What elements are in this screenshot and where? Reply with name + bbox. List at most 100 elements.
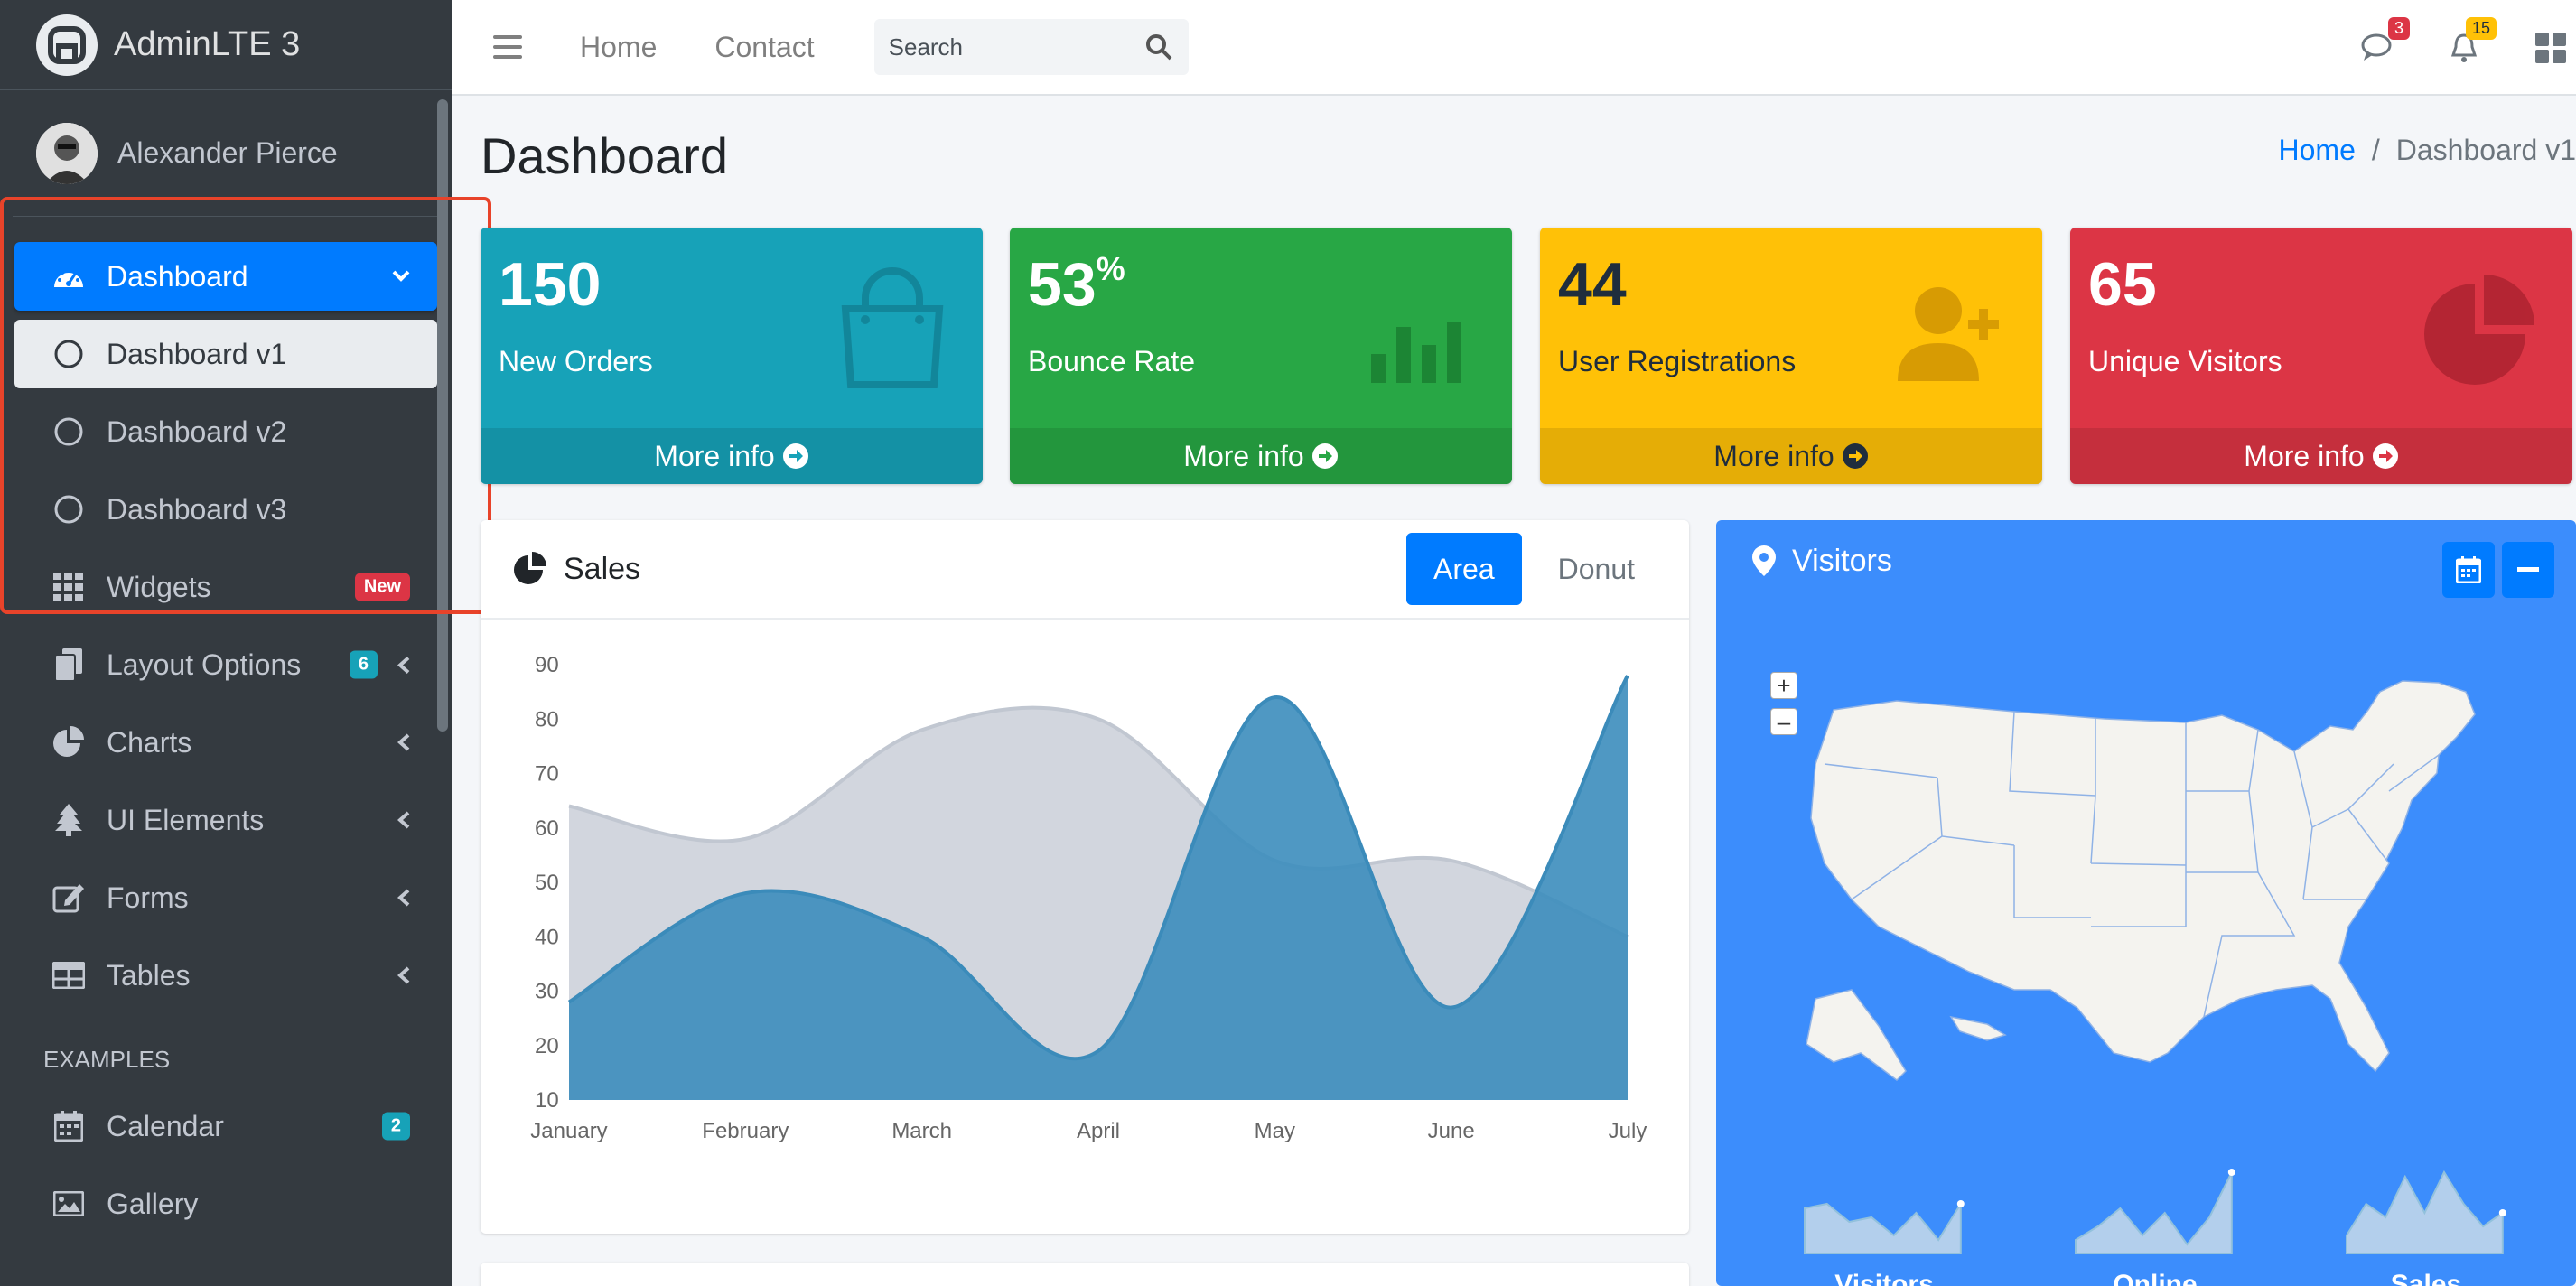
map-zoom-in-button[interactable]: + xyxy=(1770,672,1797,699)
chart-pie-icon xyxy=(51,724,87,760)
brand-link[interactable]: AdminLTE 3 xyxy=(0,0,452,90)
sidebar-item-layout-options[interactable]: Layout Options 6 xyxy=(14,630,437,699)
pie-chart-icon xyxy=(2424,275,2534,385)
minus-icon xyxy=(2517,567,2539,572)
sidebar-item-dashboard-v3[interactable]: Dashboard v3 xyxy=(14,475,437,544)
collapse-button[interactable] xyxy=(2502,542,2554,598)
y-tick-label: 20 xyxy=(535,1034,559,1058)
count-badge: 6 xyxy=(349,650,378,679)
top-navbar: Home Contact 3 15 xyxy=(452,0,2576,96)
calendar-icon xyxy=(51,1108,87,1144)
sidebar-item-charts[interactable]: Charts xyxy=(14,708,437,777)
sparkline-area xyxy=(2346,1170,2504,1254)
sidebar-item-widgets[interactable]: Widgets New xyxy=(14,553,437,621)
chevron-left-icon xyxy=(397,811,410,829)
circle-icon xyxy=(51,414,87,450)
sidebar-item-forms[interactable]: Forms xyxy=(14,863,437,932)
chevron-left-icon xyxy=(397,656,410,674)
nav-link-home[interactable]: Home xyxy=(580,30,658,63)
sidebar-item-tables[interactable]: Tables xyxy=(14,941,437,1010)
stat-value: 150 xyxy=(499,250,602,319)
bar-chart-icon xyxy=(1371,322,1461,383)
more-info-link[interactable]: More info xyxy=(1540,428,2042,484)
messages-dropdown[interactable]: 3 xyxy=(2359,17,2410,66)
notifications-count-badge: 15 xyxy=(2465,17,2497,40)
sidebar-section-header: EXAMPLES xyxy=(43,1046,171,1073)
breadcrumb-current: Dashboard v1 xyxy=(2395,134,2576,166)
sparkline-end-point xyxy=(2498,1209,2506,1216)
user-panel[interactable]: Alexander Pierce xyxy=(13,90,437,217)
chevron-left-icon xyxy=(397,733,410,751)
tab-area[interactable]: Area xyxy=(1406,533,1522,605)
nav-link-contact[interactable]: Contact xyxy=(714,30,815,63)
stat-box-user-registrations: 44 User Registrations More info xyxy=(1540,228,2042,484)
copy-icon xyxy=(51,647,87,683)
tab-donut[interactable]: Donut xyxy=(1557,552,1635,585)
map-zoom-out-button[interactable]: – xyxy=(1770,708,1797,735)
sidebar-item-ui-elements[interactable]: UI Elements xyxy=(14,786,437,854)
user-plus-icon xyxy=(1898,287,1999,381)
control-sidebar-toggle[interactable] xyxy=(2533,30,2569,66)
card-title: Visitors xyxy=(1792,543,1892,578)
sidebar-item-gallery[interactable]: Gallery xyxy=(14,1170,437,1238)
x-tick-label: February xyxy=(702,1119,789,1143)
x-tick-label: April xyxy=(1077,1119,1120,1143)
sidebar-item-label: Widgets xyxy=(107,570,211,603)
next-card xyxy=(481,1263,1689,1286)
map-marker-icon xyxy=(1752,545,1776,576)
sidebar-item-label: UI Elements xyxy=(107,803,265,836)
menu-toggle-icon[interactable] xyxy=(493,35,522,59)
series-area-1 xyxy=(569,676,1628,1100)
sidebar-item-dashboard-v1[interactable]: Dashboard v1 xyxy=(14,320,437,388)
table-icon xyxy=(51,957,87,993)
notifications-dropdown[interactable]: 15 xyxy=(2446,17,2497,66)
th-large-icon xyxy=(2535,33,2566,63)
sidebar-item-label: Layout Options xyxy=(107,648,302,681)
series-line-1 xyxy=(567,675,1629,1061)
sidebar-menu: Dashboard Dashboard v1 Dashboard v2 Dash… xyxy=(14,242,437,1247)
date-range-button[interactable] xyxy=(2442,542,2495,598)
series-line-0 xyxy=(568,705,1629,939)
sparkline-sales xyxy=(2346,1170,2506,1254)
new-badge: New xyxy=(354,573,410,601)
visitors-card: Visitors + – Visitors Online Sales xyxy=(1716,520,2576,1286)
stat-box-unique-visitors: 65 Unique Visitors More info xyxy=(2070,228,2572,484)
sidebar-scrollbar[interactable] xyxy=(437,99,448,732)
count-badge: 2 xyxy=(381,1112,410,1141)
page-title: Dashboard xyxy=(481,127,728,184)
tachometer-icon xyxy=(51,258,87,294)
sparkline-label: Online xyxy=(2113,1270,2198,1286)
sparkline-visitors xyxy=(1804,1200,1965,1254)
stat-box-bounce-rate: 53% Bounce Rate More info xyxy=(1010,228,1512,484)
shopping-bag-icon xyxy=(841,267,944,388)
breadcrumb-home-link[interactable]: Home xyxy=(2278,134,2356,166)
breadcrumb-separator: / xyxy=(2371,134,2380,166)
search-input[interactable] xyxy=(888,33,1115,61)
sales-area-chart: 10 20 30 40 50 60 70 80 90 January February March Ap… xyxy=(530,653,1647,1143)
sparkline-area xyxy=(2075,1171,2233,1254)
stat-value: 65 xyxy=(2088,250,2157,319)
calendar-icon xyxy=(2456,556,2481,583)
arrow-circle-right-icon xyxy=(782,443,808,469)
y-tick-label: 80 xyxy=(535,707,559,732)
comments-icon xyxy=(2361,33,2392,61)
sidebar-item-dashboard[interactable]: Dashboard xyxy=(14,242,437,311)
sparkline-online xyxy=(2075,1169,2235,1254)
chart-pie-icon xyxy=(514,552,546,584)
sparkline-label: Sales xyxy=(2390,1270,2462,1286)
sidebar-item-calendar[interactable]: Calendar 2 xyxy=(14,1092,437,1160)
more-info-link[interactable]: More info xyxy=(1010,428,1512,484)
sidebar-item-label: Dashboard v1 xyxy=(107,337,287,370)
sparkline-area xyxy=(1804,1200,1962,1254)
sidebar-item-label: Calendar xyxy=(107,1109,224,1142)
user-name[interactable]: Alexander Pierce xyxy=(117,136,338,169)
more-info-link[interactable]: More info xyxy=(481,428,983,484)
search-icon[interactable] xyxy=(1145,33,1172,61)
more-info-link[interactable]: More info xyxy=(2070,428,2572,484)
sidebar-item-label: Charts xyxy=(107,725,192,759)
arrow-circle-right-icon xyxy=(1311,443,1338,469)
main-sidebar: AdminLTE 3 Alexander Pierce Dashboard Da… xyxy=(0,0,452,1286)
adminlte-logo-icon xyxy=(36,14,98,76)
circle-icon xyxy=(51,491,87,527)
sidebar-item-dashboard-v2[interactable]: Dashboard v2 xyxy=(14,397,437,466)
